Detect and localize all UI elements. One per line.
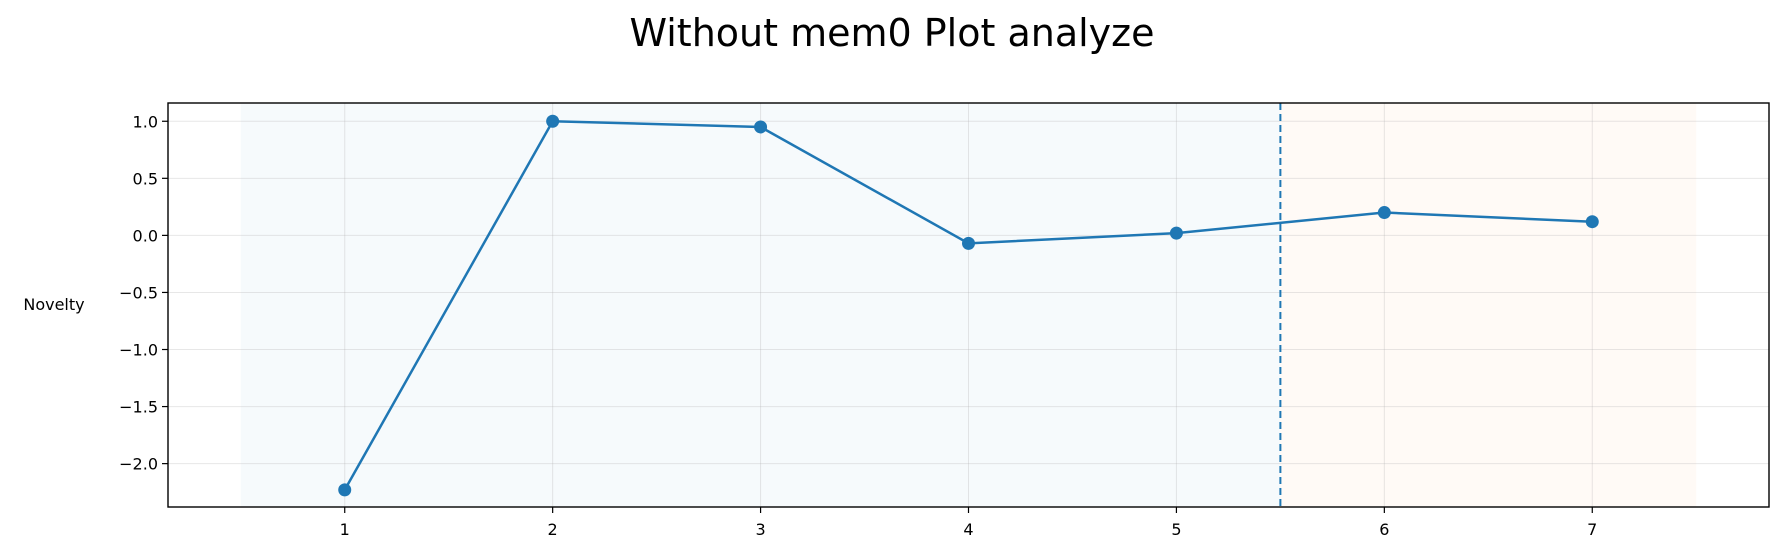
y-tick-label: −1.5 bbox=[119, 398, 158, 417]
y-tick-label: −2.0 bbox=[119, 455, 158, 474]
data-point bbox=[546, 114, 560, 128]
y-tick-label: 1.0 bbox=[133, 112, 158, 131]
series-group bbox=[338, 114, 1599, 497]
y-tick-label: −0.5 bbox=[119, 283, 158, 302]
x-tick-label: 4 bbox=[963, 520, 973, 539]
x-tick-label: 7 bbox=[1587, 520, 1597, 539]
x-tick-label: 5 bbox=[1171, 520, 1181, 539]
data-point bbox=[754, 120, 768, 134]
shaded-region-1 bbox=[240, 103, 1281, 507]
x-tick-label: 1 bbox=[340, 520, 350, 539]
y-axis-label: Novelty bbox=[23, 295, 84, 314]
shaded-regions bbox=[240, 103, 1697, 507]
data-point bbox=[1585, 215, 1599, 229]
data-point bbox=[338, 483, 352, 497]
x-tick-label: 6 bbox=[1379, 520, 1389, 539]
y-tick-label: 0.0 bbox=[133, 226, 158, 245]
y-tick-label: 0.5 bbox=[133, 169, 158, 188]
shaded-region-2 bbox=[1280, 103, 1697, 507]
x-tick-label: 3 bbox=[755, 520, 765, 539]
y-tick-label: −1.0 bbox=[119, 341, 158, 360]
x-tick-label: 2 bbox=[548, 520, 558, 539]
chart-title: Without mem0 Plot analyze bbox=[630, 11, 1155, 55]
data-point bbox=[962, 236, 975, 250]
data-point bbox=[1169, 226, 1183, 240]
data-point bbox=[1377, 206, 1391, 220]
grid-lines bbox=[168, 103, 1769, 507]
axis-ticks: 1 2 3 4 5 6 7 1.0 0.5 0.0 −0.5 −1.0 −1.5 −2.0 bbox=[119, 112, 1597, 539]
